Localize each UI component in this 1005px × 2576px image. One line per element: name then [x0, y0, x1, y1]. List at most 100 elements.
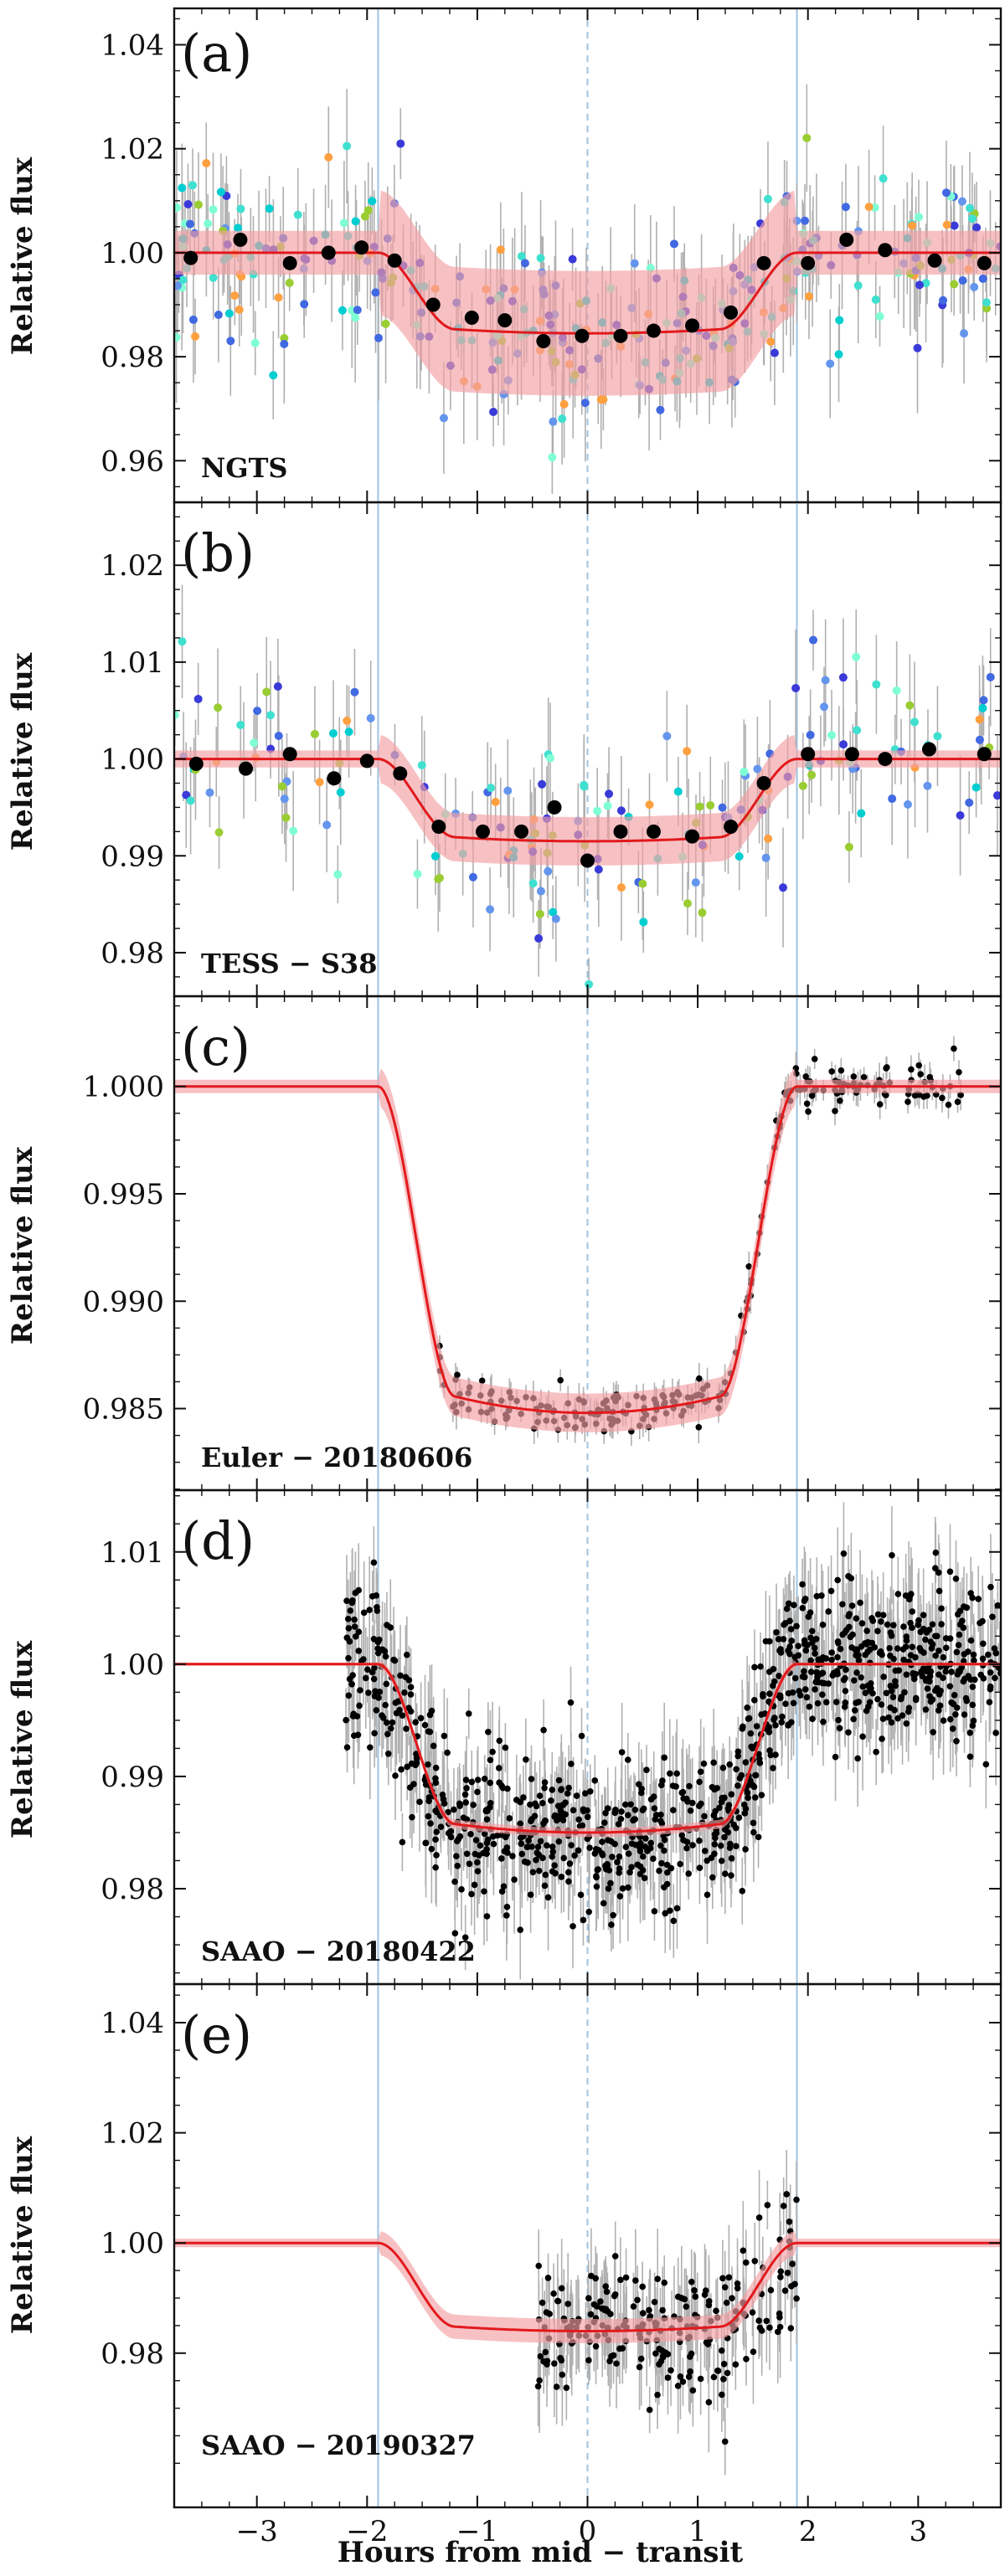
x-tick-label: 0: [579, 2515, 597, 2548]
data-point: [608, 1838, 615, 1845]
data-point: [451, 1806, 457, 1813]
data-point: [953, 1738, 960, 1745]
data-point: [636, 1863, 644, 1870]
data-point: [599, 1838, 606, 1845]
data-point: [178, 637, 187, 646]
data-point: [970, 1717, 977, 1725]
data-point: [193, 694, 203, 703]
data-point: [786, 2219, 793, 2225]
data-point: [626, 1869, 633, 1876]
data-point: [456, 1801, 463, 1808]
data-point: [832, 1108, 838, 1114]
data-point: [524, 1843, 531, 1850]
data-point: [710, 1759, 717, 1766]
data-point: [814, 1674, 821, 1681]
data-point: [814, 1699, 822, 1707]
data-point: [719, 2391, 725, 2399]
data-point: [843, 1666, 849, 1674]
data-point: [776, 1647, 783, 1654]
data-point: [702, 2287, 709, 2294]
data-point: [552, 1869, 559, 1877]
data-point: [549, 417, 558, 426]
data-point: [685, 1870, 693, 1877]
data-point: [922, 1636, 929, 1643]
data-point: [463, 1850, 471, 1858]
y-tick-label: 1.00: [100, 1648, 164, 1682]
data-point: [366, 1607, 374, 1613]
data-point: [673, 1783, 679, 1790]
data-point: [939, 1094, 946, 1102]
data-point: [350, 1710, 357, 1717]
data-point: [728, 1872, 734, 1879]
data-point: [591, 1777, 599, 1784]
data-point: [986, 1699, 993, 1706]
data-point: [862, 1640, 868, 1647]
data-point: [892, 1682, 899, 1689]
data-point: [773, 1629, 780, 1636]
data-point: [593, 1874, 600, 1881]
data-point: [584, 1813, 591, 1821]
data-point: [801, 1668, 807, 1675]
data-point: [891, 1706, 898, 1714]
binned-point: [475, 824, 490, 839]
data-point: [743, 2356, 750, 2363]
data-point: [705, 2298, 713, 2305]
data-point: [445, 1808, 451, 1816]
data-points: [343, 1549, 1001, 1941]
data-point: [344, 1616, 352, 1622]
data-point: [828, 1649, 835, 1656]
data-point: [639, 2310, 647, 2316]
data-point: [430, 1742, 437, 1750]
data-point: [472, 1837, 480, 1843]
data-point: [266, 711, 276, 720]
binned-point: [646, 824, 661, 839]
data-point: [721, 1826, 729, 1833]
data-point: [654, 2391, 661, 2399]
data-point: [760, 1691, 766, 1698]
data-point: [980, 1640, 987, 1648]
data-point: [659, 1777, 666, 1784]
data-point: [777, 2274, 784, 2280]
data-point: [383, 1680, 390, 1688]
data-point: [489, 1748, 496, 1756]
data-point: [894, 1645, 901, 1652]
data-point: [726, 1761, 734, 1768]
data-point: [174, 711, 179, 720]
data-point: [503, 1903, 511, 1910]
data-point: [558, 1874, 565, 1880]
x-tick-label: −1: [456, 2515, 498, 2548]
data-point: [636, 1781, 642, 1788]
data-point: [742, 2259, 750, 2266]
binned-points: [183, 232, 992, 348]
x-tick-label: −2: [346, 2515, 388, 2548]
data-point: [956, 1068, 962, 1076]
data-point: [564, 1790, 571, 1797]
data-point: [866, 1683, 874, 1690]
data-point: [956, 810, 965, 820]
data-point: [404, 1763, 410, 1771]
data-point: [608, 1921, 615, 1928]
data-point: [926, 1673, 934, 1680]
data-point: [946, 1715, 954, 1723]
data-point: [425, 1794, 433, 1801]
data-point: [537, 1838, 544, 1845]
data-point: [851, 1677, 858, 1684]
data-point: [503, 1912, 510, 1919]
data-point: [527, 1801, 533, 1808]
data-point: [650, 1855, 657, 1862]
data-point: [874, 1627, 881, 1635]
data-point: [616, 1865, 623, 1872]
data-point: [374, 1603, 380, 1611]
data-point: [523, 1756, 529, 1763]
data-point: [844, 842, 853, 851]
data-point: [895, 1667, 903, 1674]
data-point: [277, 782, 286, 791]
data-point: [280, 339, 289, 348]
data-point: [529, 1869, 537, 1876]
data-point: [793, 2196, 800, 2203]
data-point: [838, 673, 848, 682]
data-point: [673, 1905, 681, 1912]
data-point: [873, 1748, 879, 1756]
data-point: [808, 1627, 816, 1635]
data-point: [918, 1668, 925, 1675]
